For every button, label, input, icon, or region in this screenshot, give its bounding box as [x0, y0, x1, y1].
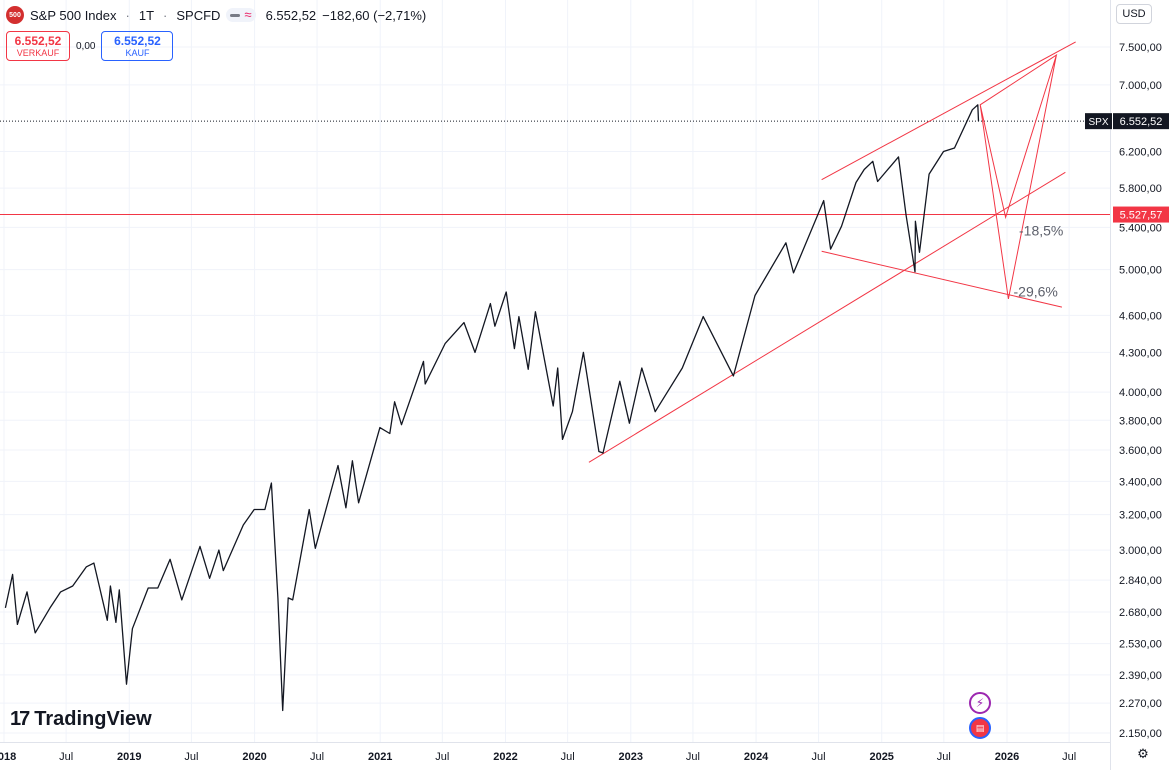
spx-price-line: [4, 104, 980, 712]
buy-value: 6.552,52: [114, 34, 161, 48]
wave-icon[interactable]: ≈: [244, 7, 252, 22]
tradingview-wordmark: TradingView: [34, 708, 152, 730]
trend-line: [821, 41, 1076, 181]
interval-label[interactable]: 1T: [138, 7, 155, 23]
sell-label: VERKAUF: [16, 48, 60, 58]
buy-button[interactable]: 6.552,52 KAUF: [101, 31, 174, 61]
x-tick-label: Jul: [184, 751, 198, 763]
y-tick-label: 5.400,00: [1119, 222, 1162, 234]
x-tick-label: Jul: [937, 751, 951, 763]
x-tick-label: Jul: [435, 751, 449, 763]
y-tick-label: 4.000,00: [1119, 387, 1162, 399]
y-tick-label: 2.680,00: [1119, 607, 1162, 619]
y-tick-label: 3.000,00: [1119, 545, 1162, 557]
y-tick-label: 3.200,00: [1119, 510, 1162, 522]
x-tick-label: 2019: [117, 751, 141, 763]
source-label[interactable]: SPCFD: [176, 7, 221, 23]
y-tick-label: 2.150,00: [1119, 728, 1162, 740]
tradingview-mark-icon: 17: [10, 708, 30, 730]
y-tick-label: 2.270,00: [1119, 698, 1162, 710]
y-tick-label: 2.390,00: [1119, 670, 1162, 682]
percent-annotation: -18,5%: [1019, 223, 1063, 239]
gear-icon[interactable]: ⚙: [1137, 746, 1149, 761]
y-tick-label: 7.000,00: [1119, 80, 1162, 92]
sell-value: 6.552,52: [14, 34, 62, 48]
y-tick-label: 4.300,00: [1119, 347, 1162, 359]
symbol-title[interactable]: S&P 500 Index: [30, 7, 117, 23]
y-tick-label: 3.800,00: [1119, 415, 1162, 427]
tradingview-logo[interactable]: 17 TradingView: [10, 708, 152, 731]
reference-level-name: SPX: [1088, 117, 1108, 128]
reference-level-value: 5.527,57: [1120, 210, 1163, 222]
reference-level-badge: [1113, 206, 1169, 223]
x-tick-label: Jul: [59, 751, 73, 763]
us-flag-icon[interactable]: ▤: [969, 717, 991, 739]
y-tick-label: 2.530,00: [1119, 639, 1162, 651]
spread-value: 0,00: [76, 40, 96, 52]
x-tick-label: 2021: [368, 751, 392, 763]
projection-path: [979, 53, 1058, 299]
x-tick-label: Jul: [686, 751, 700, 763]
price-change: −182,60 (−2,71%): [322, 7, 427, 23]
trend-line: [588, 171, 1066, 463]
y-tick-label: 3.600,00: [1119, 445, 1162, 457]
trend-line: [821, 250, 1063, 308]
sp500-logo-icon: 500: [6, 6, 24, 24]
last-price: 6.552,52: [265, 7, 317, 23]
trade-buttons: 6.552,52 VERKAUF 0,00 6.552,52 KAUF: [6, 31, 174, 61]
reference-level-value: 6.552,52: [1120, 116, 1163, 128]
y-tick-label: 4.600,00: [1119, 310, 1162, 322]
y-tick-label: 5.000,00: [1119, 265, 1162, 277]
x-tick-label: Jul: [812, 751, 826, 763]
indicator-toggle[interactable]: ≈: [226, 7, 256, 22]
x-tick-label: 2025: [869, 751, 893, 763]
x-tick-label: Jul: [1062, 751, 1076, 763]
lightning-icon[interactable]: ⚡: [969, 692, 991, 714]
y-tick-label: 7.500,00: [1119, 42, 1162, 54]
sell-button[interactable]: 6.552,52 VERKAUF: [6, 31, 70, 61]
y-tick-label: 6.200,00: [1119, 147, 1162, 159]
x-tick-label: 2026: [995, 751, 1019, 763]
y-tick-label: 2.840,00: [1119, 575, 1162, 587]
separator-dot: ·: [125, 7, 130, 23]
reference-level-badge: [1113, 113, 1169, 130]
x-tick-label: 2018: [0, 751, 16, 763]
currency-selector[interactable]: USD: [1116, 4, 1152, 24]
minus-icon[interactable]: [230, 13, 241, 17]
time-axis-panel: [0, 742, 1110, 770]
x-tick-label: 2023: [619, 751, 643, 763]
x-tick-label: Jul: [561, 751, 575, 763]
symbol-header: 500 S&P 500 Index · 1T · SPCFD ≈ 6.552,5…: [6, 4, 426, 26]
separator-dot: ·: [163, 7, 168, 23]
buy-label: KAUF: [125, 48, 150, 58]
y-tick-label: 5.800,00: [1119, 183, 1162, 195]
x-tick-label: 2020: [242, 751, 266, 763]
y-tick-label: 3.400,00: [1119, 476, 1162, 488]
percent-annotation: -29,6%: [1014, 284, 1058, 300]
x-tick-label: 2024: [744, 751, 769, 763]
x-tick-label: 2022: [493, 751, 517, 763]
reference-level-tag: [1085, 113, 1112, 130]
x-tick-label: Jul: [310, 751, 324, 763]
